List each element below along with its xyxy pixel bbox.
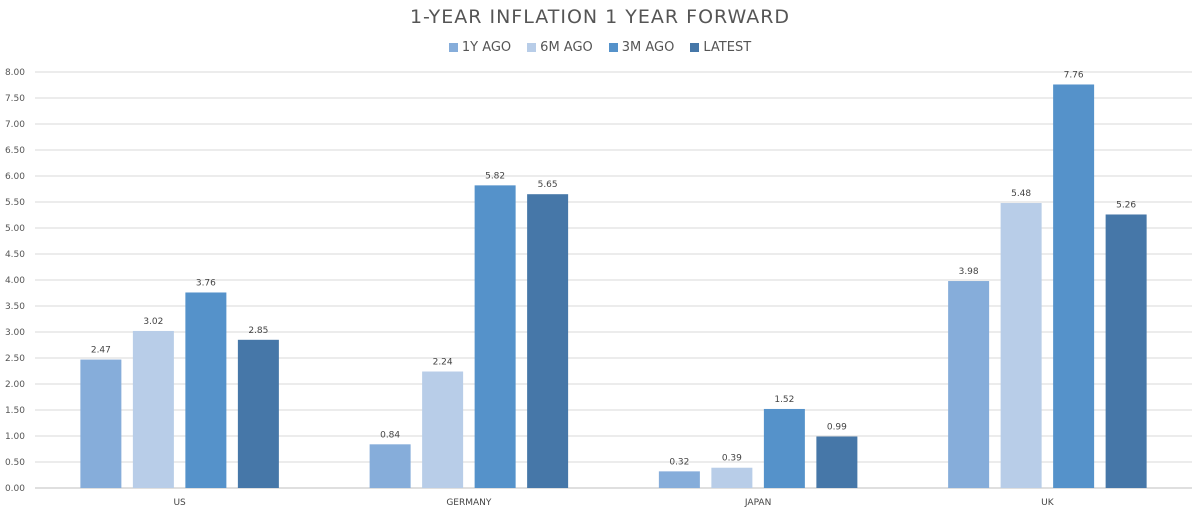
y-tick-label: 7.50 — [5, 94, 25, 104]
bar — [763, 408, 805, 488]
data-label: 3.98 — [959, 267, 979, 277]
y-tick-label: 4.50 — [5, 250, 25, 260]
chart-title: 1-YEAR INFLATION 1 YEAR FORWARD — [409, 6, 791, 28]
y-tick-label: 4.00 — [5, 276, 25, 286]
bar — [1105, 214, 1147, 489]
y-tick-label: 3.50 — [5, 302, 25, 312]
y-tick-label: 5.50 — [5, 198, 25, 208]
data-label: 7.76 — [1064, 70, 1084, 80]
y-tick-label: 3.00 — [5, 328, 25, 338]
data-label: 1.52 — [774, 395, 794, 405]
y-tick-label: 5.00 — [5, 224, 25, 234]
legend-swatch-1y-ago — [448, 43, 458, 52]
data-label: 0.32 — [669, 457, 689, 467]
bar — [185, 292, 227, 488]
bar — [658, 471, 700, 488]
bar — [711, 467, 753, 488]
y-tick-label: 2.50 — [5, 354, 25, 364]
bar — [527, 194, 569, 488]
legend-item-latest: LATEST — [690, 40, 751, 55]
bar — [816, 436, 858, 488]
bar — [80, 359, 122, 488]
x-category-label: UK — [1041, 498, 1055, 508]
legend-item-6m-ago: 6M AGO — [527, 40, 593, 55]
legend-label-1y-ago: 1Y AGO — [461, 40, 512, 55]
data-label: 2.24 — [433, 358, 453, 368]
y-tick-label: 6.50 — [5, 146, 25, 156]
x-category-label: US — [173, 498, 186, 508]
legend-label-latest: LATEST — [703, 40, 752, 55]
bar — [369, 444, 411, 488]
y-tick-label: 6.00 — [5, 172, 25, 182]
y-tick-label: 1.50 — [5, 406, 25, 416]
bar — [422, 371, 464, 488]
x-category-label: GERMANY — [446, 498, 492, 508]
y-tick-label: 1.00 — [5, 432, 25, 442]
y-tick-label: 0.00 — [5, 484, 25, 494]
data-label: 0.99 — [827, 423, 847, 433]
bar — [474, 185, 516, 489]
bar — [1000, 203, 1042, 489]
chart-legend: 1Y AGO 6M AGO 3M AGO LATEST — [0, 40, 1200, 55]
bar — [237, 339, 279, 488]
bar — [1053, 84, 1095, 488]
data-label: 5.82 — [485, 171, 505, 181]
data-label: 0.39 — [722, 454, 742, 464]
legend-swatch-3m-ago — [608, 43, 618, 52]
bar — [948, 281, 990, 488]
data-label: 2.47 — [91, 346, 111, 356]
legend-item-3m-ago: 3M AGO — [608, 40, 675, 55]
legend-label-3m-ago: 3M AGO — [621, 40, 675, 55]
y-tick-label: 0.50 — [5, 458, 25, 468]
data-label: 5.48 — [1011, 189, 1031, 199]
data-label: 3.02 — [143, 317, 163, 327]
legend-swatch-latest — [690, 43, 700, 52]
legend-swatch-6m-ago — [527, 43, 537, 52]
data-label: 5.26 — [1116, 200, 1136, 210]
x-category-label: JAPAN — [744, 498, 771, 508]
data-label: 3.76 — [196, 278, 216, 288]
data-label: 0.84 — [380, 430, 400, 440]
bar — [132, 330, 174, 488]
data-label: 5.65 — [538, 180, 558, 190]
data-label: 2.85 — [248, 326, 268, 336]
y-tick-label: 7.00 — [5, 120, 25, 130]
y-tick-label: 8.00 — [5, 68, 25, 78]
legend-label-6m-ago: 6M AGO — [540, 40, 593, 55]
legend-item-1y-ago: 1Y AGO — [448, 40, 512, 55]
y-tick-label: 2.00 — [5, 380, 25, 390]
